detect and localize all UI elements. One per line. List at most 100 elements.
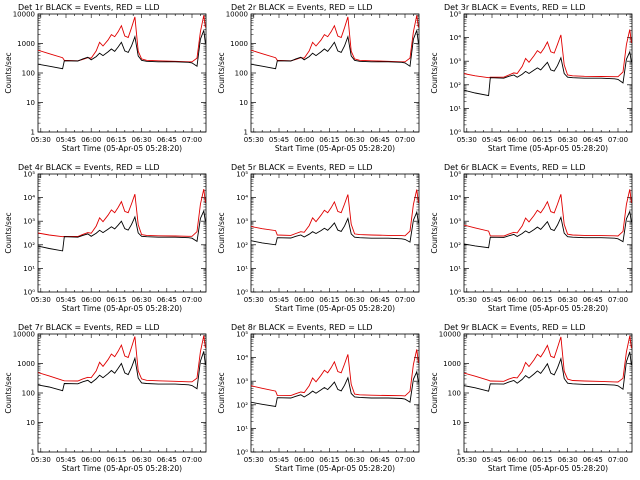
events-series-line (251, 30, 419, 70)
x-tick-label: 07:00 (608, 456, 628, 464)
x-tick-label: 07:00 (182, 296, 202, 304)
x-axis-label: Start Time (05-Apr-05 05:28:20) (62, 144, 182, 153)
x-tick-label: 05:30 (244, 136, 264, 144)
x-tick-label: 06:30 (132, 296, 152, 304)
x-tick-label: 06:45 (583, 296, 603, 304)
chart-title: Det 7r BLACK = Events, RED = LLD (18, 323, 160, 332)
y-tick-label: 10¹ (236, 425, 248, 433)
detector-chart-2: Det 2r BLACK = Events, RED = LLD 1 10 100 10… (217, 3, 420, 153)
lld-series-line (251, 189, 419, 237)
plot-frame (463, 333, 633, 453)
y-tick-label: 10⁰ (449, 129, 461, 137)
x-tick-label: 05:45 (56, 296, 76, 304)
x-axis-label: Start Time (05-Apr-05 05:28:20) (275, 304, 395, 313)
y-tick-label: 100 (235, 70, 248, 78)
y-tick-label: 10⁴ (236, 354, 248, 362)
y-tick-label: 10² (236, 401, 248, 409)
y-tick-label: 10¹ (236, 265, 248, 273)
plot-frame (250, 173, 420, 293)
y-tick-label: 10 (26, 99, 35, 107)
events-series-line (464, 351, 632, 392)
y-axis-label: Counts/sec (217, 372, 226, 413)
x-tick-label: 06:15 (106, 136, 126, 144)
events-series-line (464, 50, 632, 97)
lld-series-line (251, 15, 419, 63)
plot-frame (37, 333, 207, 453)
plot-frame (250, 13, 420, 133)
plot-frame (37, 13, 207, 133)
x-tick-label: 05:30 (31, 296, 51, 304)
x-tick-label: 05:45 (482, 296, 502, 304)
events-series-line (38, 30, 206, 70)
events-series-line (464, 209, 632, 249)
x-tick-label: 05:45 (482, 136, 502, 144)
plot-frame (250, 333, 420, 453)
y-tick-label: 1000 (443, 360, 461, 368)
x-tick-label: 06:45 (370, 136, 390, 144)
x-tick-label: 05:45 (269, 456, 289, 464)
y-tick-label: 1000 (17, 360, 35, 368)
y-tick-label: 10² (449, 241, 461, 249)
y-tick-label: 10 (239, 99, 248, 107)
y-tick-label: 10¹ (23, 265, 35, 273)
y-tick-label: 100 (22, 70, 35, 78)
x-tick-label: 07:00 (182, 456, 202, 464)
x-tick-label: 06:45 (157, 296, 177, 304)
y-tick-label: 10⁵ (449, 171, 461, 179)
plot-frame (463, 173, 633, 293)
y-tick-label: 10² (236, 241, 248, 249)
y-tick-label: 10⁵ (449, 11, 461, 19)
lld-series-line (251, 349, 419, 397)
y-tick-label: 10000 (439, 331, 461, 339)
y-tick-label: 10 (26, 419, 35, 427)
events-series-line (38, 209, 206, 252)
x-tick-label: 06:30 (345, 136, 365, 144)
x-tick-label: 07:00 (608, 296, 628, 304)
x-tick-label: 06:30 (132, 136, 152, 144)
detector-chart-9: Det 9r BLACK = Events, RED = LLD 1 10 100 10… (430, 323, 633, 473)
y-axis-label: Counts/sec (430, 52, 439, 93)
x-tick-label: 07:00 (182, 136, 202, 144)
y-tick-label: 10³ (449, 58, 461, 66)
x-tick-label: 06:15 (106, 296, 126, 304)
x-axis-label: Start Time (05-Apr-05 05:28:20) (275, 464, 395, 473)
x-tick-label: 05:45 (482, 456, 502, 464)
detector-chart-6: Det 6r BLACK = Events, RED = LLD 10⁰ 10¹ 10… (430, 163, 633, 313)
y-tick-label: 1000 (17, 40, 35, 48)
y-tick-label: 1 (457, 449, 461, 457)
chart-title: Det 6r BLACK = Events, RED = LLD (444, 163, 586, 172)
x-tick-label: 06:45 (157, 136, 177, 144)
x-tick-label: 06:30 (558, 456, 578, 464)
y-tick-label: 10⁵ (236, 331, 248, 339)
x-tick-label: 06:45 (157, 456, 177, 464)
y-tick-label: 1 (31, 129, 35, 137)
x-axis-label: Start Time (05-Apr-05 05:28:20) (488, 144, 608, 153)
x-tick-label: 06:30 (345, 296, 365, 304)
x-tick-label: 06:45 (583, 456, 603, 464)
y-tick-label: 1000 (230, 40, 248, 48)
x-tick-label: 06:00 (294, 136, 314, 144)
x-tick-label: 06:15 (106, 456, 126, 464)
x-tick-label: 05:45 (56, 456, 76, 464)
y-tick-label: 10⁴ (236, 194, 248, 202)
chart-title: Det 4r BLACK = Events, RED = LLD (18, 163, 160, 172)
x-tick-label: 06:15 (319, 296, 339, 304)
x-tick-label: 07:00 (395, 136, 415, 144)
x-tick-label: 06:45 (370, 296, 390, 304)
lld-series-line (464, 29, 632, 79)
x-tick-label: 06:30 (558, 296, 578, 304)
y-tick-label: 10⁴ (449, 34, 461, 42)
x-tick-label: 07:00 (608, 136, 628, 144)
lld-series-line (464, 335, 632, 383)
y-axis-label: Counts/sec (4, 212, 13, 253)
x-tick-label: 06:30 (132, 456, 152, 464)
x-tick-label: 05:30 (457, 456, 477, 464)
lld-series-line (464, 189, 632, 237)
x-tick-label: 06:15 (532, 136, 552, 144)
plot-frame (463, 13, 633, 133)
y-tick-label: 1 (244, 129, 248, 137)
x-tick-label: 06:00 (507, 296, 527, 304)
detector-chart-8: Det 8r BLACK = Events, RED = LLD 10⁰ 10¹ 10… (217, 323, 420, 473)
events-series-line (251, 370, 419, 408)
y-axis-label: Counts/sec (217, 212, 226, 253)
